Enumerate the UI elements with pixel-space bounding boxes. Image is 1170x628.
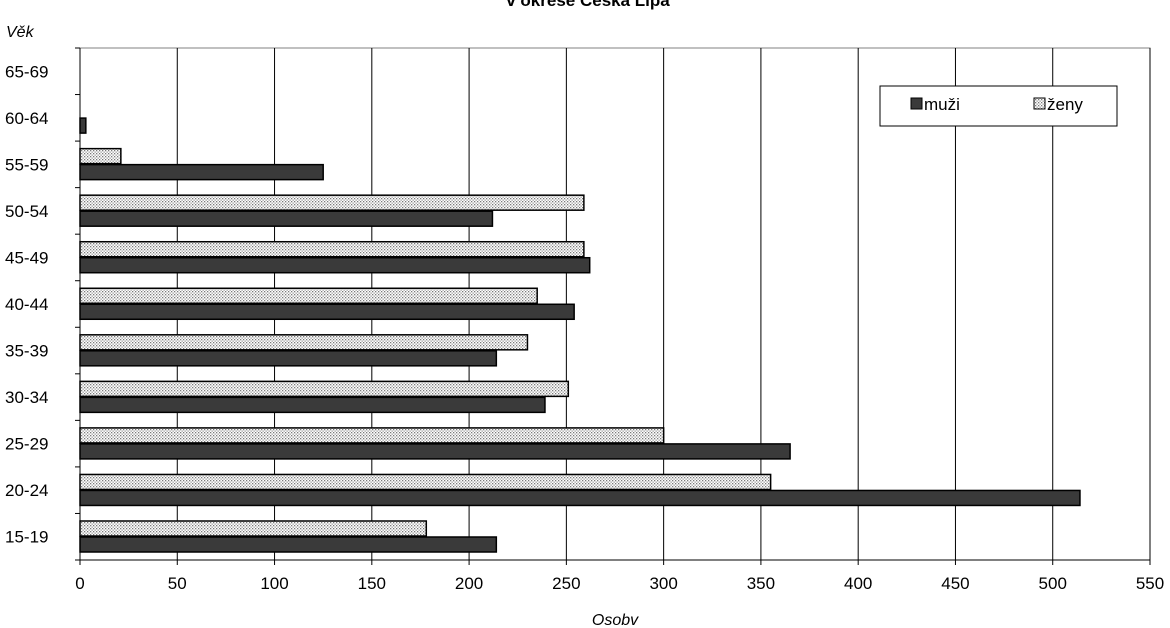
bars — [79, 117, 1081, 553]
bar-muzi-35-39 — [79, 350, 498, 367]
bar-muzi-50-54 — [79, 210, 494, 227]
x-tick-label: 100 — [260, 574, 288, 593]
x-tick-label: 150 — [358, 574, 386, 593]
y-tick-label: 60-64 — [5, 109, 48, 128]
y-tick-label: 30-34 — [5, 388, 48, 407]
x-tick-label: 200 — [455, 574, 483, 593]
y-tick-label: 65-69 — [5, 62, 48, 81]
bar-muzi-20-24 — [79, 489, 1081, 507]
bar-zeny-40-44 — [79, 287, 538, 305]
x-tick-label: 0 — [75, 574, 84, 593]
x-tick-label: 300 — [649, 574, 677, 593]
x-tick-label: 50 — [168, 574, 187, 593]
legend: muži ženy — [879, 85, 1118, 127]
legend-label-muzi: muži — [924, 95, 960, 114]
bar-zeny-20-24 — [79, 473, 772, 491]
bar-zeny-50-54 — [79, 194, 585, 211]
legend-swatch-zeny — [1033, 97, 1046, 110]
bar-zeny-55-59 — [79, 147, 122, 165]
y-tick-label: 55-59 — [5, 155, 48, 174]
chart-title: v okrese Česká Lípa — [506, 0, 670, 10]
x-tick-label: 450 — [941, 574, 969, 593]
y-tick-labels: 15-19 20-24 25-29 30-34 35-39 40-44 45-49 50-54… — [5, 62, 48, 546]
y-tick-label: 25-29 — [5, 435, 48, 454]
bar-muzi-55-59 — [79, 163, 324, 181]
bar-muzi-30-34 — [79, 396, 546, 414]
bar-muzi-15-19 — [79, 536, 498, 553]
x-tick-label: 550 — [1136, 574, 1164, 593]
x-tick-label: 500 — [1039, 574, 1067, 593]
y-axis-title: Věk — [6, 24, 35, 41]
bar-muzi-45-49 — [79, 256, 591, 274]
bar-zeny-25-29 — [79, 427, 665, 444]
bar-muzi-40-44 — [79, 303, 575, 321]
bar-muzi-60-64 — [79, 117, 87, 134]
bar-zeny-45-49 — [79, 240, 585, 258]
y-tick-label: 35-39 — [5, 342, 48, 361]
bar-zeny-30-34 — [79, 380, 570, 398]
bar-muzi-25-29 — [79, 443, 791, 460]
y-tick-label: 20-24 — [5, 481, 48, 500]
y-tick-label: 50-54 — [5, 202, 48, 221]
axes — [75, 47, 1151, 565]
x-tick-labels: 0 50 100 150 200 250 300 350 400 450 500 550 — [75, 574, 1164, 593]
y-tick-label: 15-19 — [5, 528, 48, 547]
bar-zeny-35-39 — [79, 334, 529, 351]
y-tick-label: 40-44 — [5, 295, 48, 314]
x-tick-label: 250 — [552, 574, 580, 593]
legend-label-zeny: ženy — [1047, 95, 1083, 114]
x-tick-label: 400 — [844, 574, 872, 593]
x-tick-label: 350 — [747, 574, 775, 593]
legend-swatch-muzi — [910, 97, 923, 110]
y-tick-label: 45-49 — [5, 248, 48, 267]
bar-zeny-15-19 — [79, 520, 428, 537]
x-axis-title: Osobv — [592, 612, 639, 628]
